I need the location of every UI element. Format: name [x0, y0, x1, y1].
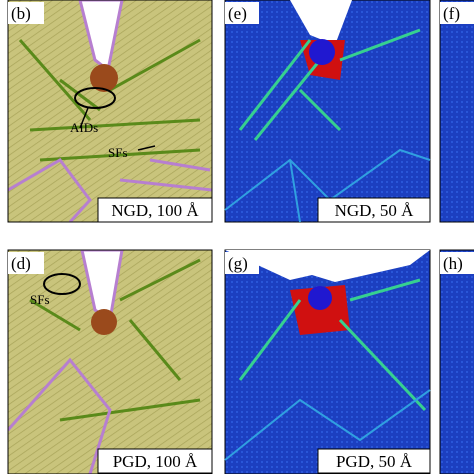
panel-e [224, 0, 431, 223]
label-box [440, 252, 474, 274]
panel-caption: NGD, 100 Å [111, 201, 199, 220]
panel-f [439, 0, 474, 223]
panel-label: (f) [443, 4, 460, 23]
caption-box [317, 197, 431, 223]
annotation: SFs [30, 292, 50, 307]
panel-border [7, 249, 213, 474]
caption-box [317, 448, 431, 474]
caption-box [97, 197, 213, 223]
panel-label: (b) [11, 4, 31, 23]
panel-label: (g) [228, 254, 248, 273]
panel-d [8, 250, 212, 474]
label-box [440, 2, 474, 24]
panel-b [8, 0, 212, 222]
label-box [8, 2, 44, 24]
annotation: SFs [108, 145, 128, 160]
panel-label: (d) [11, 254, 31, 273]
label-box [8, 252, 44, 274]
panel-caption: NGD, 50 Å [335, 201, 415, 220]
panel-caption: PGD, 50 Å [336, 452, 413, 471]
label-box [225, 2, 259, 24]
panel-g [224, 249, 431, 474]
panel-h [439, 249, 474, 474]
label-box [225, 252, 259, 274]
annotation: AIDs [70, 120, 98, 135]
caption-box [97, 448, 213, 474]
panel-label: (h) [443, 254, 463, 273]
panel-label: (e) [228, 4, 247, 23]
panel-caption: PGD, 100 Å [113, 452, 198, 471]
